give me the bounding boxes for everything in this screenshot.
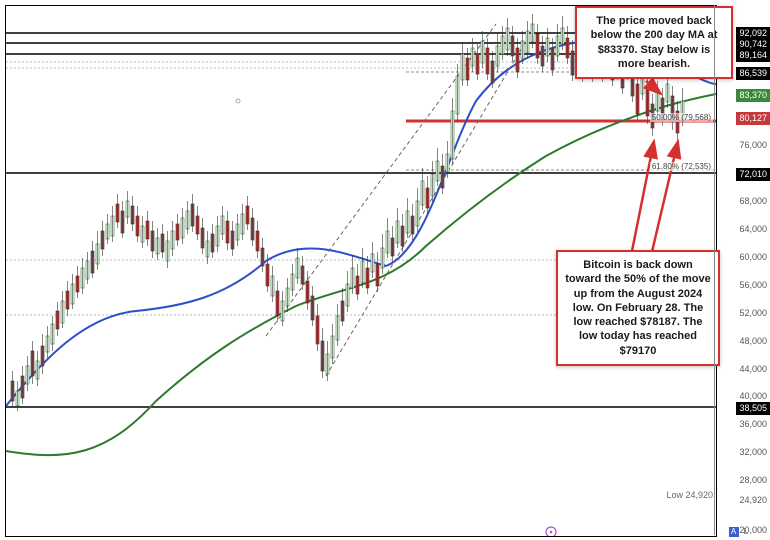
y-tick: 48,000 bbox=[739, 336, 767, 346]
indicator-a-icon: A bbox=[729, 527, 739, 537]
price-tag-ma200: 83,370 bbox=[736, 89, 770, 102]
annotation-top: The price moved back below the 200 day M… bbox=[575, 6, 733, 79]
price-tag: 72,010 bbox=[736, 168, 770, 181]
price-tag: 38,505 bbox=[736, 402, 770, 415]
y-tick: 60,000 bbox=[739, 252, 767, 262]
y-tick: 28,000 bbox=[739, 475, 767, 485]
fib-label-500: 50.00% (79,568) bbox=[650, 113, 713, 122]
y-tick: 40,000 bbox=[739, 391, 767, 401]
arrow-bottom-1 bbox=[631, 141, 654, 256]
price-tag-current: 80,127 bbox=[736, 112, 770, 125]
y-tick: 76,000 bbox=[739, 140, 767, 150]
arrow-bottom-2 bbox=[651, 141, 678, 256]
footer-indicators: A L bbox=[729, 526, 748, 537]
fib-label-618: 61.80% (72,535) bbox=[650, 162, 713, 171]
low-indicator: Low 24,920 bbox=[666, 490, 713, 500]
small-circle-icon bbox=[236, 99, 240, 103]
y-tick: 24,920 bbox=[739, 495, 767, 505]
y-tick: 44,000 bbox=[739, 364, 767, 374]
y-tick: 36,000 bbox=[739, 419, 767, 429]
annotation-bottom: Bitcoin is back down toward the 50% of t… bbox=[556, 250, 720, 366]
y-tick: 32,000 bbox=[739, 447, 767, 457]
y-tick: 56,000 bbox=[739, 280, 767, 290]
y-tick: 52,000 bbox=[739, 308, 767, 318]
price-tag: 89,164 bbox=[736, 49, 770, 62]
price-tag: 86,539 bbox=[736, 67, 770, 80]
y-tick: 64,000 bbox=[739, 224, 767, 234]
trendline-lower bbox=[326, 41, 526, 376]
y-tick: 68,000 bbox=[739, 196, 767, 206]
price-axis: 92,092 90,742 89,164 86,539 83,370 80,12… bbox=[714, 5, 770, 535]
indicator-l: L bbox=[744, 527, 748, 536]
